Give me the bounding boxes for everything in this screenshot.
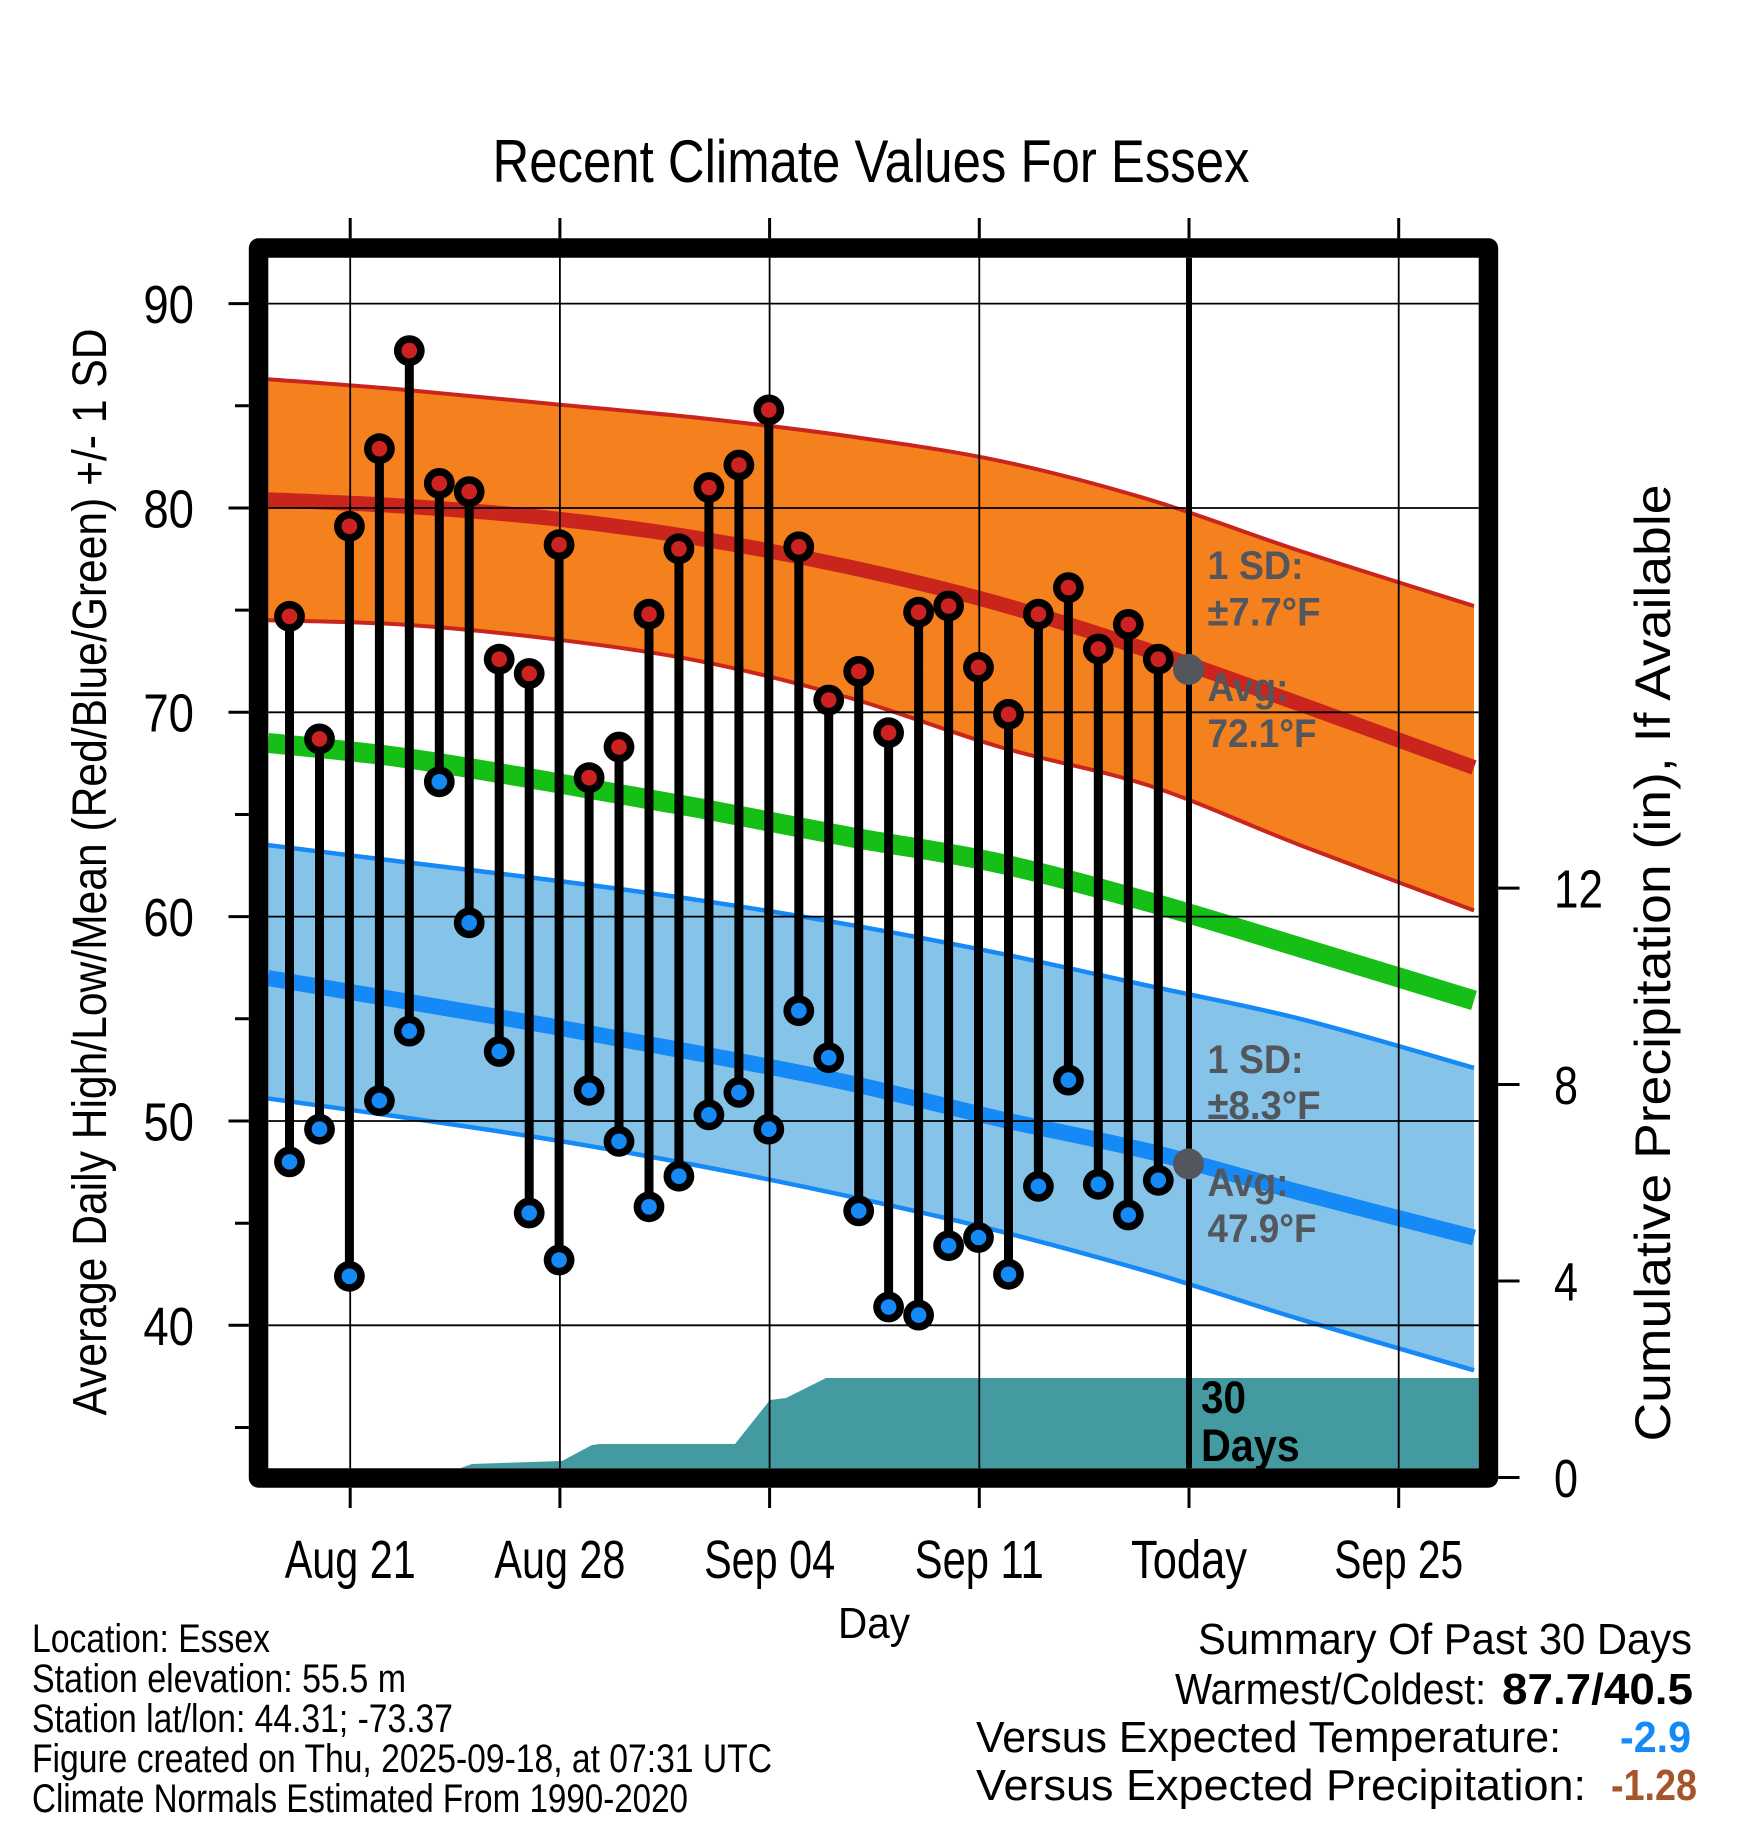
svg-text:Today: Today	[1131, 1530, 1247, 1590]
svg-text:60: 60	[143, 888, 194, 948]
svg-text:50: 50	[143, 1092, 194, 1152]
svg-text:±8.3°F: ±8.3°F	[1208, 1084, 1321, 1128]
svg-text:80: 80	[143, 479, 194, 539]
svg-text:1 SD:: 1 SD:	[1208, 544, 1304, 588]
svg-text:4: 4	[1554, 1252, 1578, 1312]
svg-text:30: 30	[1201, 1372, 1246, 1423]
svg-text:8: 8	[1554, 1056, 1578, 1116]
svg-text:70: 70	[143, 684, 194, 744]
svg-text:-2.9: -2.9	[1620, 1713, 1691, 1762]
svg-text:Warmest/Coldest:: Warmest/Coldest:	[1175, 1665, 1486, 1714]
svg-text:Recent Climate Values For Esse: Recent Climate Values For Essex	[493, 128, 1250, 195]
svg-text:Aug 21: Aug 21	[285, 1530, 416, 1590]
svg-text:Day: Day	[838, 1599, 910, 1648]
svg-text:Days: Days	[1201, 1420, 1300, 1471]
svg-text:Station elevation: 55.5 m: Station elevation: 55.5 m	[32, 1657, 406, 1701]
svg-text:Avg:: Avg:	[1208, 1161, 1289, 1205]
svg-text:Versus Expected Precipitation:: Versus Expected Precipitation:	[976, 1761, 1586, 1810]
svg-text:1 SD:: 1 SD:	[1208, 1038, 1304, 1082]
svg-text:Climate Normals Estimated From: Climate Normals Estimated From 1990-2020	[32, 1777, 688, 1821]
svg-text:Station lat/lon: 44.31; -73.37: Station lat/lon: 44.31; -73.37	[32, 1697, 453, 1741]
svg-text:Sep 11: Sep 11	[915, 1530, 1044, 1590]
svg-text:Cumulative Precipitation (in),: Cumulative Precipitation (in), If Availa…	[1625, 485, 1681, 1442]
svg-text:90: 90	[143, 275, 194, 335]
svg-text:Sep 04: Sep 04	[704, 1530, 835, 1590]
svg-text:Avg:: Avg:	[1208, 666, 1289, 710]
svg-text:Summary Of Past 30 Days: Summary Of Past 30 Days	[1198, 1615, 1692, 1664]
svg-text:47.9°F: 47.9°F	[1208, 1207, 1317, 1251]
svg-text:±7.7°F: ±7.7°F	[1208, 591, 1321, 635]
svg-text:Versus Expected Temperature:: Versus Expected Temperature:	[976, 1713, 1561, 1762]
svg-text:72.1°F: 72.1°F	[1208, 712, 1317, 756]
svg-text:12: 12	[1554, 859, 1603, 919]
svg-text:87.7/40.5: 87.7/40.5	[1502, 1665, 1693, 1714]
svg-text:-1.28: -1.28	[1611, 1761, 1697, 1810]
svg-text:Sep 25: Sep 25	[1334, 1530, 1463, 1590]
svg-text:0: 0	[1554, 1449, 1578, 1509]
svg-text:Aug 28: Aug 28	[494, 1530, 625, 1590]
svg-text:Average Daily High/Low/Mean (R: Average Daily High/Low/Mean (Red/Blue/Gr…	[64, 329, 117, 1416]
svg-text:40: 40	[143, 1297, 194, 1357]
svg-text:Figure created on Thu, 2025-09: Figure created on Thu, 2025-09-18, at 07…	[32, 1737, 772, 1781]
svg-text:Location: Essex: Location: Essex	[32, 1617, 270, 1661]
